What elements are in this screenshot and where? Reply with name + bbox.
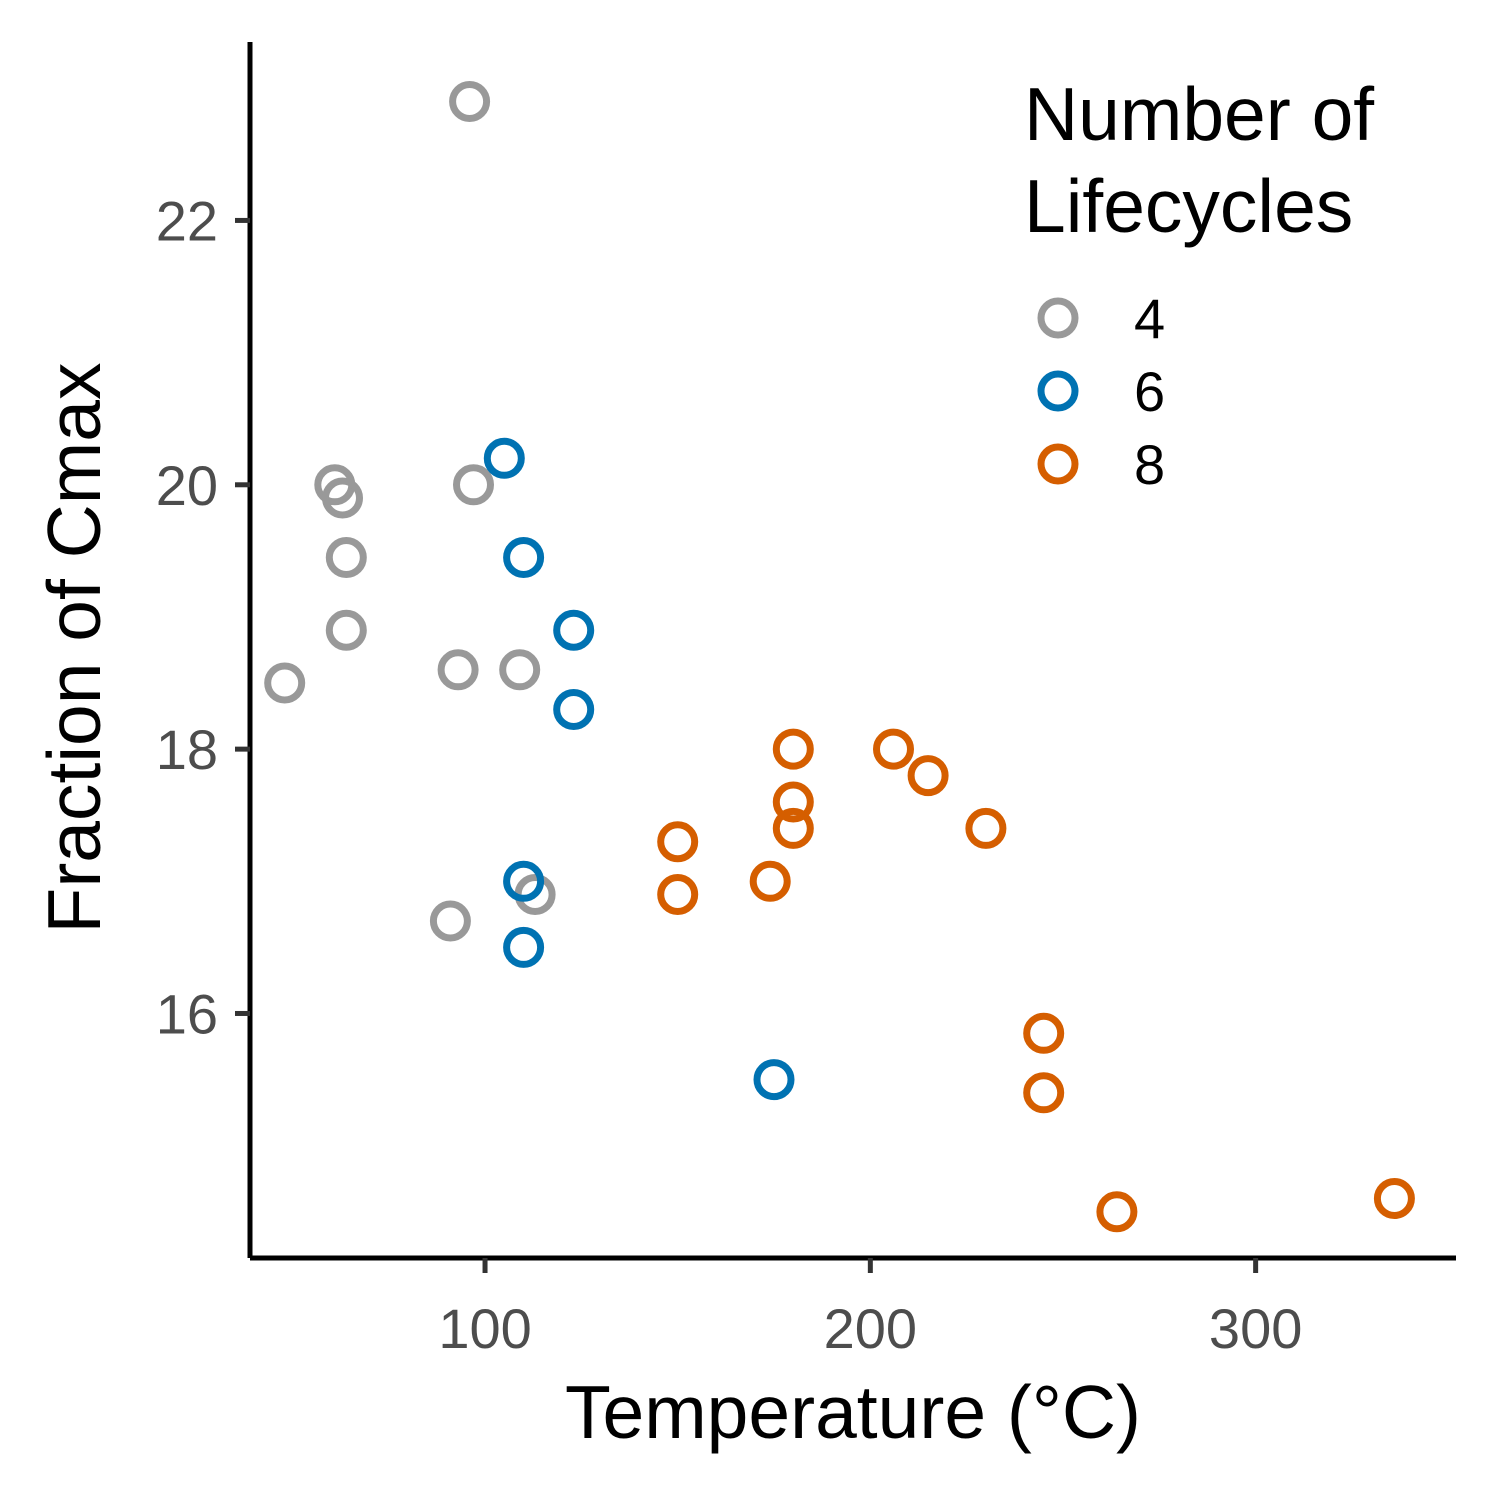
y-tick-label: 16 <box>156 982 218 1045</box>
point-lifecycles-8-2 <box>749 860 791 902</box>
point-lifecycles-4-4 <box>325 537 367 578</box>
legend-label-4: 4 <box>1134 287 1165 350</box>
y-tick-label: 20 <box>156 454 218 517</box>
legend-label-8: 8 <box>1134 433 1165 496</box>
y-axis-ticks: 16 18 20 22 <box>156 189 250 1045</box>
x-tick-label: 100 <box>438 1297 531 1360</box>
point-lifecycles-6-4 <box>503 860 545 902</box>
point-lifecycles-8-4 <box>772 781 814 823</box>
point-lifecycles-8-12 <box>1373 1178 1415 1219</box>
legend-label-6: 6 <box>1134 360 1165 423</box>
point-lifecycles-4-5 <box>325 609 367 651</box>
point-lifecycles-6-6 <box>753 1059 795 1101</box>
point-lifecycles-6-5 <box>503 926 545 968</box>
point-lifecycles-4-2 <box>322 477 363 519</box>
data-points <box>264 81 1415 1233</box>
point-lifecycles-4-7 <box>437 649 479 691</box>
point-lifecycles-4-3 <box>453 464 494 506</box>
legend-title-line-1: Number of <box>1024 72 1374 156</box>
x-tick-label: 300 <box>1209 1297 1302 1360</box>
point-lifecycles-4-0 <box>449 81 491 122</box>
point-lifecycles-8-9 <box>1023 1012 1065 1054</box>
point-lifecycles-8-10 <box>1023 1072 1065 1114</box>
x-axis-title: Temperature (°C) <box>565 1370 1141 1454</box>
point-lifecycles-8-0 <box>657 821 699 863</box>
point-lifecycles-8-7 <box>907 755 949 797</box>
legend-items: 4 6 8 <box>1037 287 1165 496</box>
point-lifecycles-6-2 <box>553 609 595 651</box>
point-lifecycles-8-11 <box>1096 1191 1138 1233</box>
point-lifecycles-4-8 <box>499 649 541 691</box>
point-lifecycles-8-3 <box>772 728 814 770</box>
x-tick-label: 200 <box>824 1297 917 1360</box>
legend-key-4 <box>1037 297 1079 339</box>
x-axis-ticks: 100 200 300 <box>438 1258 1302 1360</box>
y-axis-title: Fraction of Cmax <box>32 363 116 934</box>
legend-title-line-2: Lifecycles <box>1024 164 1353 248</box>
y-tick-label: 22 <box>156 189 218 252</box>
point-lifecycles-6-1 <box>503 537 545 578</box>
point-lifecycles-6-3 <box>553 689 595 730</box>
point-lifecycles-4-9 <box>429 900 471 942</box>
legend-key-6 <box>1037 370 1079 412</box>
y-tick-label: 18 <box>156 718 218 781</box>
point-lifecycles-8-6 <box>873 728 914 770</box>
point-lifecycles-8-8 <box>965 807 1007 849</box>
point-lifecycles-6-0 <box>483 437 525 479</box>
point-lifecycles-8-1 <box>657 874 699 915</box>
legend: Number of Lifecycles 4 6 8 <box>1024 72 1374 496</box>
point-lifecycles-4-6 <box>264 662 306 704</box>
legend-key-8 <box>1037 443 1079 485</box>
point-lifecycles-8-5 <box>772 807 814 849</box>
